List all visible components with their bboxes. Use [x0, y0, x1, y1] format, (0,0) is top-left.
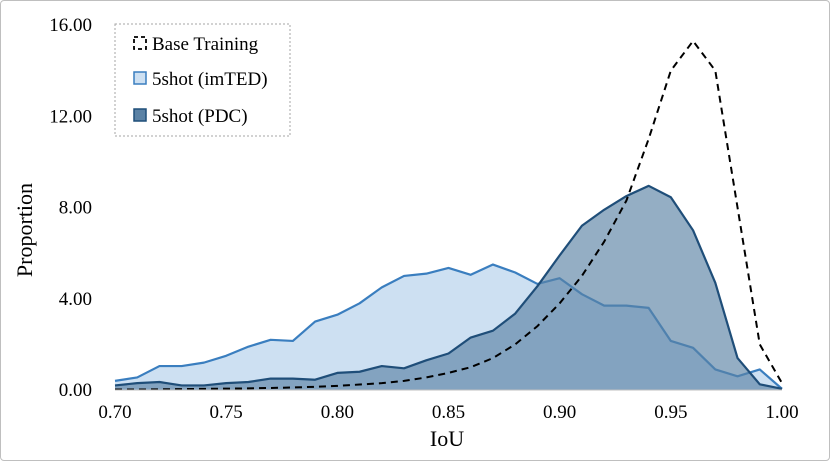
area-fill-pdc: [115, 185, 782, 390]
y-tick-labels: 0.00 4.00 8.00 12.00 16.00: [49, 15, 92, 401]
legend-item-pdc: 5shot (PDC): [133, 106, 248, 127]
y-tick-label: 0.00: [59, 380, 92, 401]
x-tick-label: 0.70: [98, 402, 131, 423]
legend-label-base-training: Base Training: [152, 34, 259, 55]
y-tick-label: 16.00: [49, 15, 92, 36]
x-tick-label: 0.95: [654, 402, 687, 423]
y-axis-title: Proportion: [12, 183, 37, 277]
legend-swatch-base-training: [133, 36, 147, 50]
y-tick-label: 12.00: [49, 106, 92, 127]
x-tick-label: 0.75: [210, 402, 243, 423]
legend: Base Training 5shot (imTED) 5shot (PDC): [114, 23, 291, 137]
x-tick-labels: 0.70 0.75 0.80 0.85 0.90 0.95 1.00: [98, 402, 798, 423]
x-tick-label: 0.85: [432, 402, 465, 423]
legend-label-pdc: 5shot (PDC): [152, 106, 248, 127]
legend-swatch-pdc: [133, 108, 147, 122]
legend-item-imted: 5shot (imTED): [133, 69, 268, 90]
area-series: [114, 184, 783, 390]
legend-swatch-imted: [133, 71, 147, 85]
x-axis-title: IoU: [430, 426, 464, 451]
x-tick-label: 1.00: [765, 402, 798, 423]
legend-label-imted: 5shot (imTED): [152, 69, 268, 90]
legend-item-base-training: Base Training: [133, 34, 259, 55]
y-tick-label: 8.00: [59, 198, 92, 219]
x-tick-label: 0.90: [543, 402, 576, 423]
y-tick-label: 4.00: [59, 289, 92, 310]
x-tick-label: 0.80: [321, 402, 354, 423]
